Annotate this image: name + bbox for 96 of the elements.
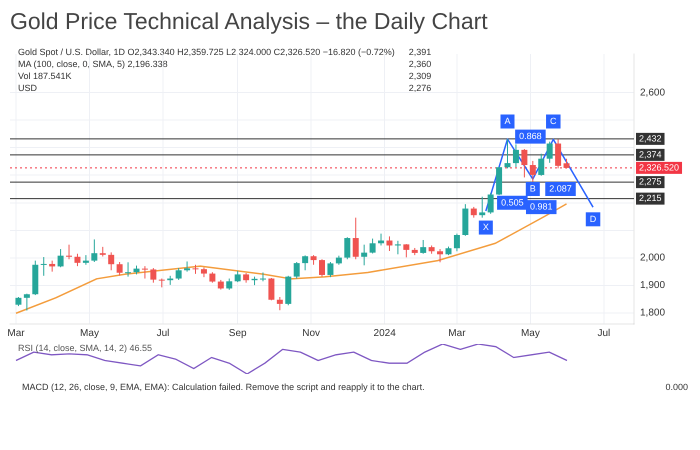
candlestick bbox=[386, 236, 392, 252]
annotation: 0.505 bbox=[501, 197, 524, 208]
candlestick bbox=[538, 153, 544, 176]
candlestick bbox=[302, 254, 308, 271]
candlestick bbox=[294, 262, 300, 280]
annotation: MA (100, close, 0, SMA, 5) 2,196.338 bbox=[18, 58, 169, 70]
candlestick bbox=[521, 148, 528, 178]
candlestick bbox=[15, 296, 22, 307]
candlestick bbox=[116, 262, 123, 276]
x-tick-label: Mar bbox=[7, 328, 26, 339]
annotation: 2,276 bbox=[408, 82, 432, 94]
annotation: 0.868 bbox=[519, 131, 542, 142]
candlestick bbox=[344, 236, 350, 260]
x-tick-label: Nov bbox=[302, 328, 320, 339]
candlestick bbox=[200, 267, 207, 278]
candlestick bbox=[243, 272, 250, 284]
ref-line-label: 2,326.520 bbox=[639, 162, 680, 172]
candlestick bbox=[74, 253, 80, 267]
candlestick bbox=[504, 138, 511, 169]
candlestick bbox=[352, 217, 359, 260]
candlestick bbox=[108, 252, 114, 271]
annotation: 2,309 bbox=[408, 70, 432, 82]
ref-line-label: 2,275 bbox=[639, 176, 662, 187]
candlestick bbox=[176, 268, 182, 280]
candlestick bbox=[49, 260, 56, 272]
candlestick bbox=[479, 196, 486, 218]
x-tick-label: Mar bbox=[448, 328, 466, 339]
candlestick bbox=[82, 254, 89, 266]
annotation: X bbox=[482, 222, 489, 232]
annotation: 2,360 bbox=[408, 58, 432, 70]
candlestick bbox=[142, 266, 148, 280]
candlestick bbox=[24, 293, 30, 311]
annotation: 2,391 bbox=[408, 46, 432, 58]
candlestick bbox=[512, 144, 519, 168]
candlestick bbox=[488, 192, 494, 214]
candlestick bbox=[260, 272, 266, 282]
candlestick bbox=[327, 262, 334, 278]
candlestick bbox=[226, 278, 232, 290]
candlestick bbox=[403, 244, 410, 258]
candlestick bbox=[167, 275, 174, 286]
annotation: D bbox=[590, 214, 597, 224]
annotation: 2.087 bbox=[549, 183, 572, 194]
y-tick-label: 2,600 bbox=[640, 87, 666, 98]
candlestick bbox=[319, 258, 325, 278]
annotation: RSI (14, close, SMA, 14, 2) 46.55 bbox=[18, 342, 152, 354]
candlestick bbox=[336, 255, 342, 266]
annotation: USD bbox=[18, 82, 38, 94]
x-tick-label: May bbox=[80, 328, 99, 339]
annotation: Gold Spot / U.S. Dollar, 1D O2,343.340 H2,359.725 L2,324.000 C2,326.520 −16.820 (−0.72%) bbox=[18, 46, 395, 58]
x-tick-label: 2024 bbox=[374, 328, 396, 339]
candlestick bbox=[546, 141, 553, 164]
x-tick-label: Jul bbox=[156, 328, 170, 339]
y-tick-label: 2,000 bbox=[640, 252, 666, 264]
candlestick bbox=[234, 270, 241, 283]
annotation: 0.981 bbox=[530, 202, 553, 212]
candlestick bbox=[564, 158, 570, 170]
x-tick-label: Jul bbox=[597, 328, 610, 339]
candlestick bbox=[530, 160, 536, 182]
candlestick bbox=[40, 256, 47, 276]
candlestick bbox=[184, 260, 190, 272]
x-tick-label: Sep bbox=[228, 328, 248, 339]
candlestick bbox=[66, 244, 72, 260]
ref-line-label: 2,215 bbox=[639, 193, 662, 204]
candlestick bbox=[470, 206, 477, 218]
candlestick bbox=[209, 272, 216, 284]
y-tick-label: 1,800 bbox=[640, 308, 666, 319]
candlestick bbox=[361, 244, 368, 266]
annotation: Vol 187.541K bbox=[18, 70, 73, 82]
candlestick bbox=[58, 248, 64, 268]
candlestick bbox=[370, 238, 376, 254]
candlestick bbox=[310, 254, 317, 266]
candlestick bbox=[91, 238, 98, 263]
text: MACD (12, 26, close, 9, EMA, EMA): Calculation failed. Remove the script and reapply it to the chart. bbox=[22, 382, 425, 392]
candlestick bbox=[394, 240, 401, 255]
candlestick bbox=[125, 262, 132, 278]
candlestick bbox=[454, 233, 460, 252]
candlestick bbox=[555, 138, 562, 169]
candlestick bbox=[218, 279, 224, 290]
ref-line-label: 2,432 bbox=[639, 133, 662, 144]
annotation: C bbox=[550, 116, 558, 126]
annotation: B bbox=[530, 183, 536, 194]
candlestick bbox=[268, 277, 274, 301]
candlestick bbox=[192, 264, 199, 274]
y-tick-label: 1,900 bbox=[640, 280, 666, 292]
x-tick-label: May bbox=[520, 328, 540, 339]
candlestick bbox=[150, 268, 156, 284]
candlestick bbox=[420, 239, 426, 254]
text: 0.000 bbox=[665, 382, 688, 392]
annotation: A bbox=[504, 116, 511, 126]
chart-title: Gold Price Technical Analysis – the Daily Chart bbox=[9, 7, 489, 36]
candlestick bbox=[100, 246, 106, 257]
candlestick bbox=[276, 296, 283, 311]
ref-line-label: 2,374 bbox=[639, 149, 662, 160]
candlestick bbox=[437, 248, 444, 263]
candlestick bbox=[158, 278, 165, 288]
candlestick bbox=[378, 233, 384, 246]
